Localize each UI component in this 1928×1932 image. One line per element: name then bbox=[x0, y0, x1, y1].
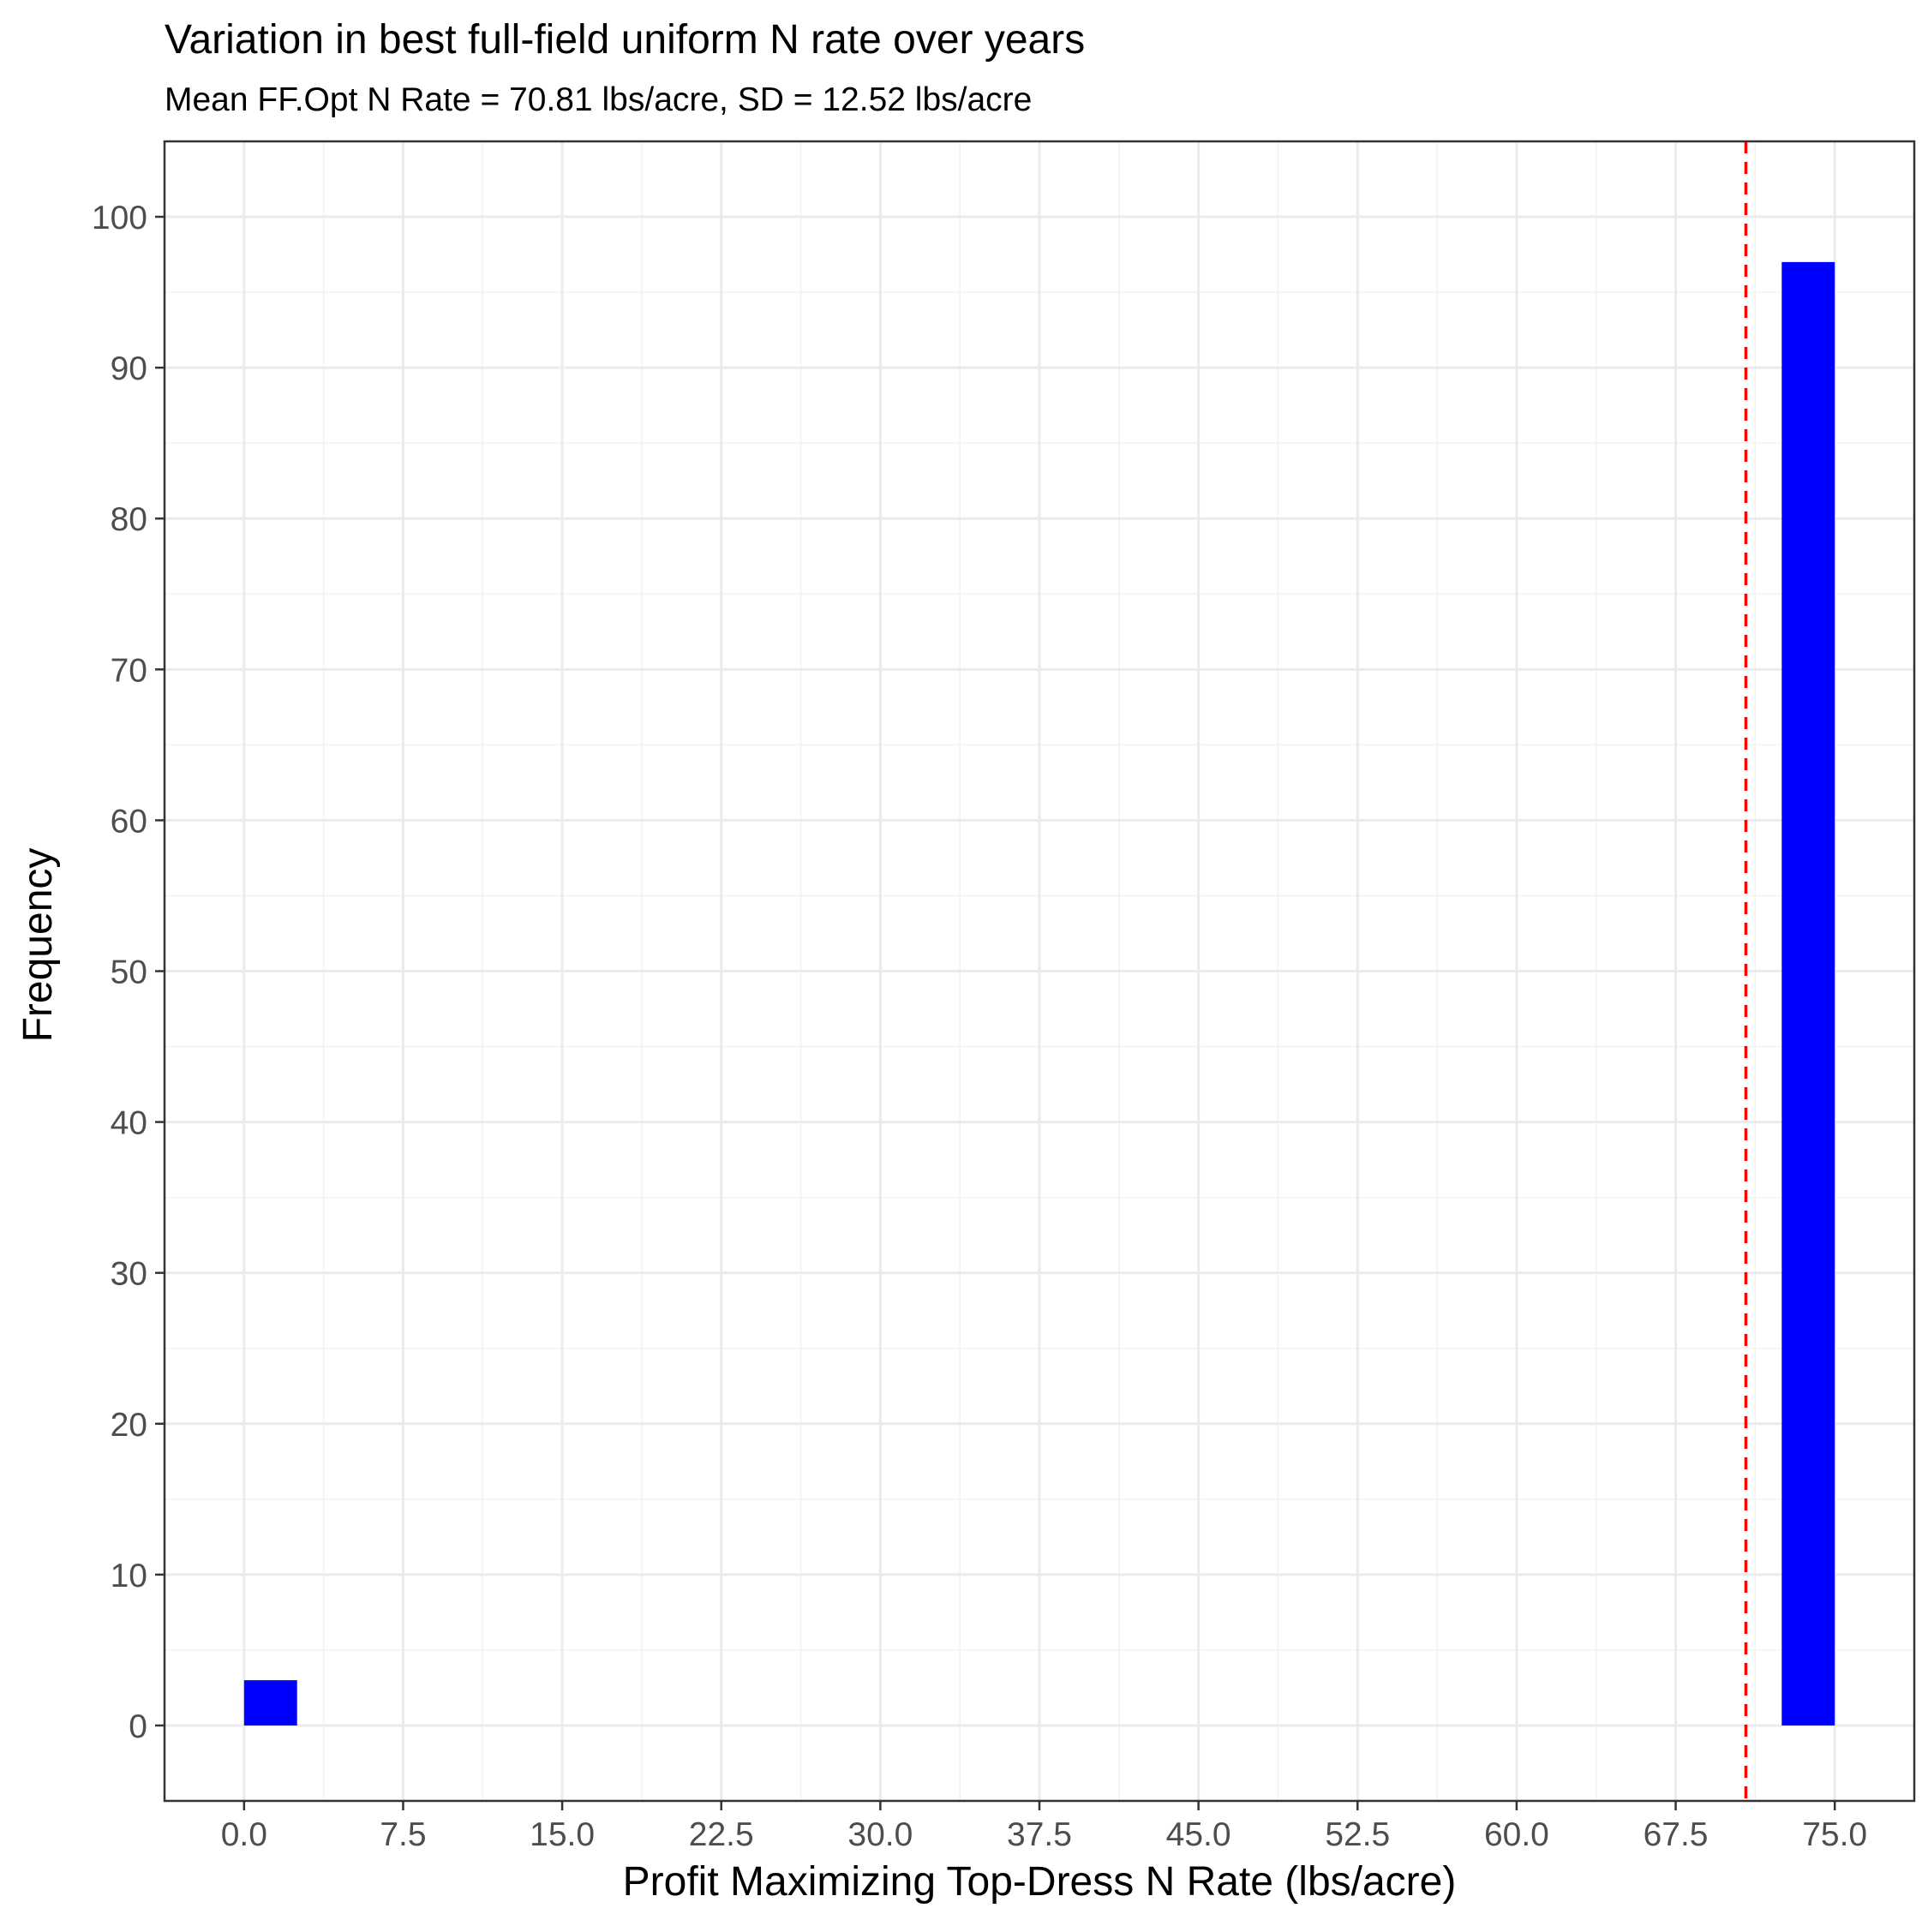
chart-subtitle: Mean FF.Opt N Rate = 70.81 lbs/acre, SD … bbox=[165, 81, 1032, 118]
y-tick-label: 80 bbox=[111, 501, 147, 538]
y-tick-label: 20 bbox=[111, 1407, 147, 1444]
chart-title: Variation in best full-field uniform N r… bbox=[165, 17, 1085, 63]
y-axis: 0 10 20 30 40 50 60 70 80 90 100 bbox=[92, 200, 165, 1745]
histogram-bar bbox=[243, 1680, 297, 1726]
x-tick-label: 0.0 bbox=[221, 1816, 267, 1853]
x-tick-label: 67.5 bbox=[1644, 1816, 1709, 1853]
x-axis-title: Profit Maximizing Top-Dress N Rate (lbs/… bbox=[623, 1859, 1457, 1905]
y-tick-label: 10 bbox=[111, 1558, 147, 1594]
x-tick-label: 15.0 bbox=[530, 1816, 595, 1853]
x-axis: 0.0 7.5 15.0 22.5 30.0 37.5 45.0 52.5 60.0 67.5 75… bbox=[221, 1801, 1867, 1853]
x-tick-label: 22.5 bbox=[689, 1816, 754, 1853]
x-tick-label: 75.0 bbox=[1802, 1816, 1867, 1853]
grid-lines bbox=[165, 141, 1914, 1801]
histogram-bars bbox=[243, 261, 1835, 1726]
y-tick-label: 50 bbox=[111, 954, 147, 991]
x-tick-label: 45.0 bbox=[1166, 1816, 1231, 1853]
y-tick-label: 40 bbox=[111, 1105, 147, 1142]
y-tick-label: 100 bbox=[92, 200, 147, 236]
x-tick-label: 30.0 bbox=[847, 1816, 913, 1853]
y-tick-label: 60 bbox=[111, 803, 147, 840]
x-tick-label: 52.5 bbox=[1325, 1816, 1390, 1853]
y-axis-title: Frequency bbox=[15, 848, 61, 1043]
histogram-bar bbox=[1781, 261, 1835, 1726]
x-tick-label: 37.5 bbox=[1007, 1816, 1072, 1853]
y-tick-label: 30 bbox=[111, 1256, 147, 1293]
x-tick-label: 7.5 bbox=[380, 1816, 426, 1853]
y-tick-label: 0 bbox=[129, 1708, 147, 1745]
x-tick-label: 60.0 bbox=[1484, 1816, 1549, 1853]
y-tick-label: 90 bbox=[111, 350, 147, 387]
y-tick-label: 70 bbox=[111, 652, 147, 689]
